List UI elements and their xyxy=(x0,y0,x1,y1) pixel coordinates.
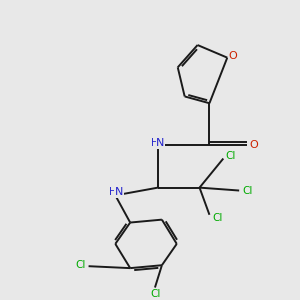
Text: Cl: Cl xyxy=(226,151,236,160)
Text: N: N xyxy=(115,188,123,197)
Text: H: H xyxy=(109,188,116,197)
Text: N: N xyxy=(156,138,164,148)
Text: Cl: Cl xyxy=(242,185,253,196)
Text: Cl: Cl xyxy=(213,213,223,223)
Text: H: H xyxy=(151,138,158,148)
Text: O: O xyxy=(249,140,258,150)
Text: Cl: Cl xyxy=(75,260,86,270)
Text: Cl: Cl xyxy=(150,289,161,299)
Text: O: O xyxy=(228,51,237,61)
